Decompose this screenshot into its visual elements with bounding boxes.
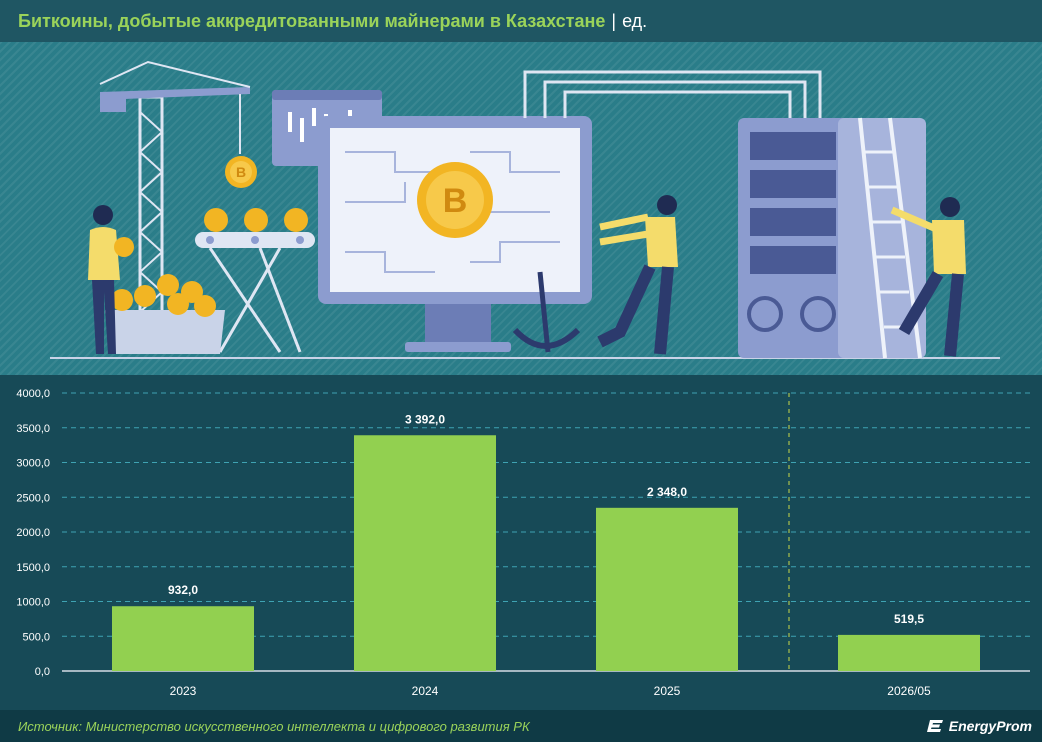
person-climber-icon bbox=[890, 197, 966, 357]
bitcoin-mining-illustration: B bbox=[0, 42, 1042, 375]
title-separator: | bbox=[611, 10, 617, 31]
pickaxe-icon bbox=[512, 271, 581, 353]
bar-2026-05 bbox=[838, 634, 980, 671]
bar-2023 bbox=[112, 606, 254, 671]
x-tick-label: 2026/05 bbox=[887, 684, 931, 698]
bar-2025 bbox=[596, 507, 738, 671]
footer: Источник: Министерство искусственного ин… bbox=[0, 710, 1042, 742]
x-tick-label: 2023 bbox=[170, 684, 197, 698]
svg-text:B: B bbox=[443, 182, 468, 220]
conveyor-icon bbox=[195, 208, 315, 353]
svg-text:B: B bbox=[236, 164, 246, 180]
y-axis-ticks: 0,0 500,0 1000,0 1500,0 2000,0 2500,0 3000,0 35… bbox=[16, 388, 50, 678]
bar-2024 bbox=[354, 435, 496, 671]
y-tick-label: 1500,0 bbox=[16, 562, 50, 574]
person-woman-icon bbox=[88, 205, 134, 354]
brand-logo: EnergyProm bbox=[926, 718, 1032, 734]
y-tick-label: 0,0 bbox=[35, 666, 50, 678]
chart-title: Биткоины, добытые аккредитованными майне… bbox=[18, 10, 606, 31]
data-label: 3 392,0 bbox=[405, 412, 445, 426]
x-axis-ticks: 2023 2024 2025 2026/05 bbox=[170, 684, 931, 698]
chart-unit: ед. bbox=[622, 10, 648, 31]
data-label: 2 348,0 bbox=[647, 485, 687, 499]
server-rack-icon bbox=[738, 118, 926, 358]
chart-title-bar: Биткоины, добытые аккредитованными майне… bbox=[0, 0, 1042, 42]
y-tick-label: 500,0 bbox=[22, 631, 50, 643]
person-man-icon bbox=[597, 195, 678, 355]
bitcoin-coin-icon: B bbox=[225, 156, 257, 188]
bars bbox=[112, 435, 980, 671]
y-tick-label: 3500,0 bbox=[16, 423, 50, 435]
y-tick-label: 1000,0 bbox=[16, 597, 50, 609]
coin-cart-icon bbox=[105, 274, 225, 354]
data-labels: 932,0 3 392,0 2 348,0 519,5 bbox=[168, 412, 924, 626]
y-tick-label: 3000,0 bbox=[16, 458, 50, 470]
y-tick-label: 2500,0 bbox=[16, 492, 50, 504]
data-label: 519,5 bbox=[894, 612, 924, 626]
y-tick-label: 2000,0 bbox=[16, 527, 50, 539]
data-label: 932,0 bbox=[168, 583, 198, 597]
chart-area: 0,0 500,0 1000,0 1500,0 2000,0 2500,0 3000,0 35… bbox=[0, 375, 1042, 710]
x-tick-label: 2025 bbox=[654, 684, 681, 698]
logo-text: EnergyProm bbox=[948, 718, 1032, 734]
y-tick-label: 4000,0 bbox=[16, 388, 50, 400]
monitor-icon: B bbox=[318, 116, 592, 352]
source-note: Источник: Министерство искусственного ин… bbox=[18, 718, 530, 734]
bar-chart: 0,0 500,0 1000,0 1500,0 2000,0 2500,0 3000,0 35… bbox=[16, 388, 1030, 698]
energyprom-logo-icon bbox=[926, 720, 943, 732]
x-tick-label: 2024 bbox=[412, 684, 439, 698]
